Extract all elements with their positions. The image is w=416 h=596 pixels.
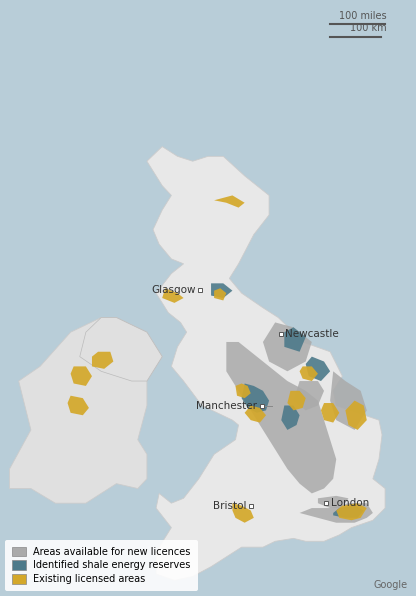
Polygon shape [147,147,385,581]
Polygon shape [245,405,266,423]
Polygon shape [318,496,349,508]
Text: Glasgow: Glasgow [151,285,196,295]
Polygon shape [281,405,300,430]
Polygon shape [80,318,162,381]
Polygon shape [287,391,306,411]
Polygon shape [333,505,364,518]
Text: Bristol: Bristol [213,501,246,511]
Polygon shape [345,401,367,430]
Text: Manchester: Manchester [196,402,257,411]
Text: Newcastle: Newcastle [285,328,339,339]
Polygon shape [10,318,162,503]
Polygon shape [92,352,113,369]
Polygon shape [214,195,245,207]
Text: London: London [331,498,369,508]
Polygon shape [233,503,254,523]
Legend: Areas available for new licences, Identified shale energy reserves, Existing lic: Areas available for new licences, Identi… [5,540,198,591]
Text: 100 km: 100 km [350,23,386,33]
Polygon shape [71,367,92,386]
Polygon shape [242,383,269,413]
Polygon shape [321,403,339,423]
Polygon shape [263,322,312,371]
Polygon shape [306,356,330,381]
Polygon shape [294,381,324,411]
Polygon shape [336,503,367,520]
Polygon shape [214,288,226,300]
Polygon shape [162,288,183,303]
Polygon shape [284,327,306,352]
Polygon shape [226,342,336,493]
Polygon shape [211,283,233,298]
Polygon shape [235,383,251,398]
Polygon shape [300,503,373,523]
Polygon shape [330,371,367,430]
Text: Google: Google [373,580,407,590]
Polygon shape [67,396,89,415]
Polygon shape [300,367,318,381]
Text: 100 miles: 100 miles [339,11,386,20]
